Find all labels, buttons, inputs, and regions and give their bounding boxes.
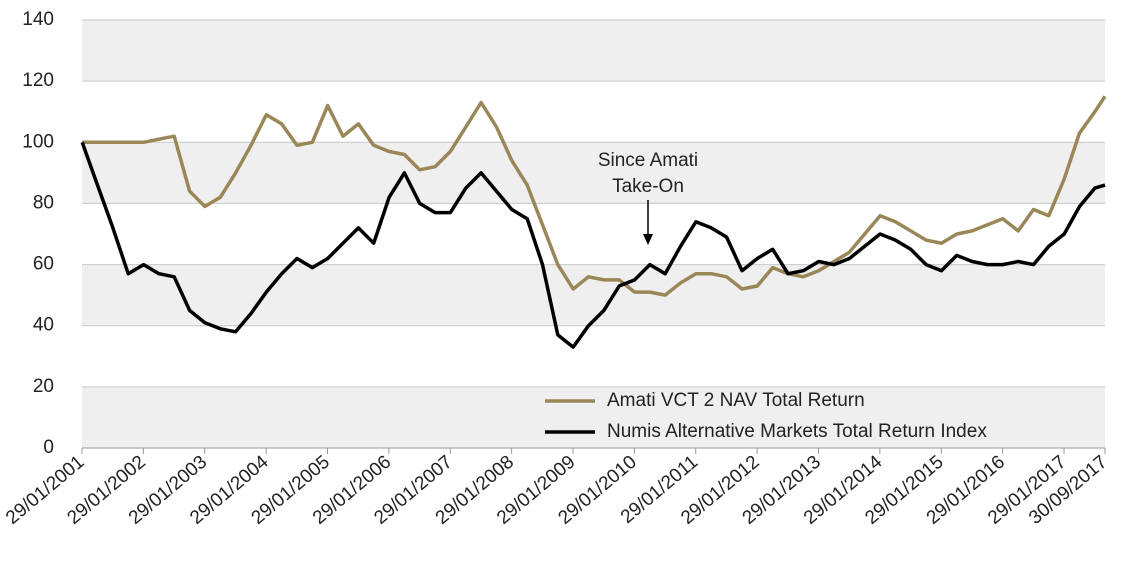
series-line	[82, 95, 1107, 297]
y-tick-label: 60	[33, 254, 54, 275]
y-tick-label: 40	[33, 315, 54, 336]
y-tick-label: 0	[43, 437, 54, 458]
band	[82, 142, 1105, 204]
annotation-arrowhead	[643, 234, 653, 245]
y-tick-label: 120	[22, 70, 54, 91]
y-tick-label: 80	[33, 192, 54, 213]
y-tick-label: 100	[22, 131, 54, 152]
legend-label: Amati VCT 2 NAV Total Return	[607, 390, 865, 411]
y-tick-label: 140	[22, 9, 54, 30]
legend-label: Numis Alternative Markets Total Return I…	[607, 421, 987, 442]
band	[82, 264, 1105, 326]
y-tick-label: 20	[33, 376, 54, 397]
band	[82, 20, 1105, 82]
band	[82, 386, 1105, 448]
series-line	[80, 141, 1106, 349]
annotation-line: Take-On	[612, 176, 684, 197]
annotation-line: Since Amati	[598, 150, 698, 171]
